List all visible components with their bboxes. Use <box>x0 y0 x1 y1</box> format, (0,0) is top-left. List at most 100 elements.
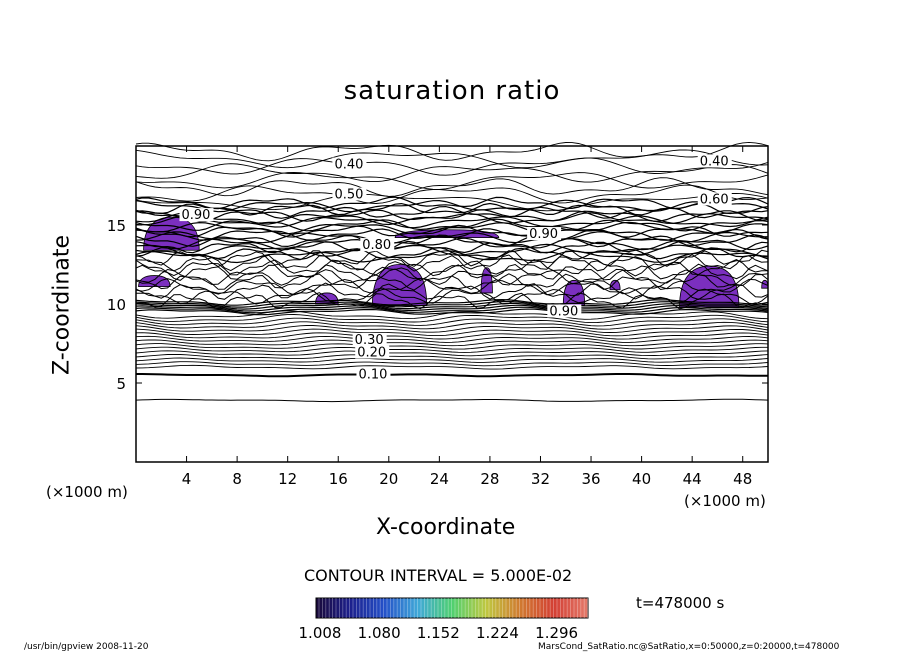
contour-label-bg <box>527 227 562 241</box>
x-tick-label: 20 <box>379 470 398 488</box>
contour-line <box>135 317 769 327</box>
x-tick-label: 24 <box>430 470 449 488</box>
x-tick-label: 12 <box>278 470 297 488</box>
contour-label-bg <box>332 157 367 171</box>
chart-title: saturation ratio <box>343 76 561 106</box>
contour-line <box>135 350 769 357</box>
contour-line <box>135 321 769 330</box>
contour-line <box>135 325 769 333</box>
contour-line <box>135 202 769 216</box>
contour-line <box>135 228 769 241</box>
y-tick-label: 15 <box>107 217 126 235</box>
contour-line <box>135 304 769 312</box>
contour-line <box>135 199 769 213</box>
contour-label: 0.30 <box>355 333 384 348</box>
contour-line <box>135 268 769 286</box>
contour-label-bg <box>697 192 732 206</box>
x-tick-label: 44 <box>683 470 702 488</box>
x-tick-label: 32 <box>531 470 550 488</box>
contour-line <box>135 254 769 272</box>
contour-line <box>135 398 769 403</box>
contour-line <box>135 237 769 251</box>
contour-line <box>135 221 769 235</box>
colorbar: 1.008 1.080 1.152 1.224 1.296 <box>299 597 589 642</box>
x-tick-label: 40 <box>632 470 651 488</box>
contour-label: 0.80 <box>362 238 391 253</box>
x-unit-label: (×1000 m) <box>684 492 766 510</box>
contour-line <box>135 308 769 316</box>
contour-line <box>135 287 769 305</box>
contour-label: 0.40 <box>334 158 363 173</box>
colorbar-tick-label: 1.224 <box>476 624 519 642</box>
contour-line <box>135 314 769 324</box>
contour-line <box>135 240 769 254</box>
contour-labels: 0.40 0.40 0.50 0.60 0.90 0.90 0.80 0.90 0.300.20… <box>179 154 732 383</box>
contour-line <box>135 300 769 308</box>
contour-line <box>135 192 769 212</box>
y-tick-label: 5 <box>116 375 126 393</box>
y-tick-label: 10 <box>107 296 126 314</box>
contour-line <box>135 212 769 226</box>
contour-label: 0.20 <box>357 346 386 361</box>
contour-label-bg <box>332 187 367 201</box>
x-tick-label: 48 <box>733 470 752 488</box>
contour-line <box>135 328 769 337</box>
contour-line <box>135 343 769 350</box>
footer-data-source: MarsCond_SatRatio.nc@SatRatio,x=0:50000,… <box>538 642 840 652</box>
colorbar-tick-label: 1.296 <box>535 624 578 642</box>
contour-line <box>135 277 769 296</box>
contour-line <box>135 157 769 176</box>
contour-label: 0.10 <box>358 368 387 383</box>
contour-line <box>135 184 769 204</box>
contour-line <box>135 302 769 310</box>
contour-line <box>135 250 769 264</box>
supersaturated-region <box>480 267 493 294</box>
x-tick-label: 8 <box>232 470 242 488</box>
contour-label: 0.40 <box>700 154 729 169</box>
contour-label: 0.90 <box>182 208 211 223</box>
supersaturated-region <box>371 264 428 306</box>
contour-interval-text: CONTOUR INTERVAL = 5.000E-02 <box>304 566 573 585</box>
contour-label-bg <box>352 332 387 346</box>
contour-label-bg <box>360 238 395 252</box>
contour-label: 0.50 <box>334 188 363 203</box>
x-tick-label: 28 <box>480 470 499 488</box>
contour-label: 0.90 <box>549 304 578 319</box>
contour-line <box>135 339 769 347</box>
colorbar-tick-label: 1.152 <box>417 624 460 642</box>
colorbar-gradient <box>315 597 589 619</box>
contour-line <box>135 246 769 261</box>
contour-line <box>135 364 769 370</box>
contour-label-bg <box>355 345 390 359</box>
contour-line <box>135 306 769 314</box>
contour-line <box>135 218 769 232</box>
contour-label: 0.90 <box>529 227 558 242</box>
contour-line <box>135 357 769 363</box>
contour-line <box>135 149 769 169</box>
contour-line <box>135 298 769 306</box>
colorbar-tick-label: 1.080 <box>358 624 401 642</box>
contour-label: 0.60 <box>700 192 729 207</box>
x-tick-label: 36 <box>581 470 600 488</box>
contour-line <box>135 292 769 310</box>
contour-line <box>135 263 769 281</box>
contour-lines <box>135 141 769 403</box>
contour-line <box>135 332 769 340</box>
footer-program-info: /usr/bin/gpview 2008-11-20 <box>24 642 149 652</box>
colorbar-tick-label: 1.008 <box>299 624 342 642</box>
contour-line <box>136 282 769 300</box>
contour-label-bg <box>547 304 582 318</box>
x-axis-label: X-coordinate <box>376 515 516 540</box>
contour-line <box>135 335 769 343</box>
contour-line <box>135 353 769 360</box>
contour-line <box>135 141 769 162</box>
z-unit-label: (×1000 m) <box>46 483 128 501</box>
contour-line <box>135 163 769 183</box>
contour-label-bg <box>356 367 391 381</box>
contour-line <box>135 177 769 197</box>
contour-line <box>135 196 769 210</box>
contour-label-bg <box>179 208 214 222</box>
contour-line <box>135 171 769 190</box>
